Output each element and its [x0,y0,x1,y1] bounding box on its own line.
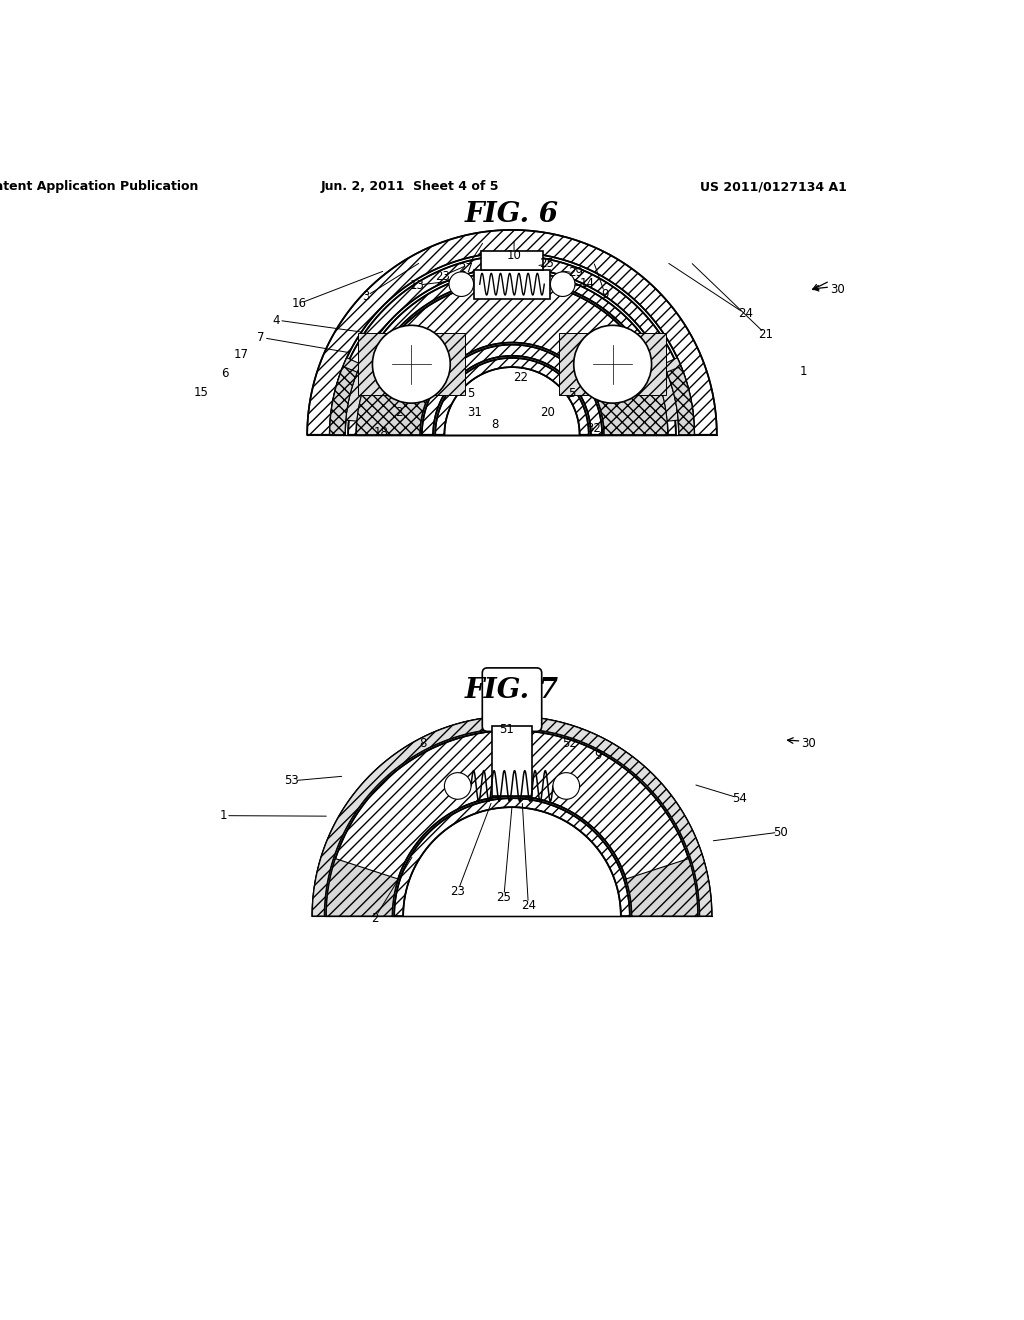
Text: 24: 24 [521,899,536,912]
Polygon shape [357,333,398,396]
Polygon shape [597,376,668,434]
Text: 2: 2 [395,405,403,418]
Text: 21: 21 [759,327,773,341]
Text: 6: 6 [221,367,229,380]
Text: 14: 14 [580,277,594,289]
Text: 54: 54 [732,792,746,805]
Text: 3: 3 [361,290,370,304]
Text: 2: 2 [371,912,379,924]
Text: 9: 9 [601,288,609,301]
Text: 10: 10 [507,249,521,261]
Bar [473,269,551,298]
Circle shape [553,772,580,800]
Text: FIG. 7: FIG. 7 [465,677,559,705]
Polygon shape [653,364,678,421]
Polygon shape [596,370,667,426]
Polygon shape [356,376,427,434]
Polygon shape [312,717,712,916]
Polygon shape [333,256,691,434]
Text: 24: 24 [738,308,753,321]
Bar [481,251,543,269]
Text: 7: 7 [257,331,265,345]
Circle shape [373,325,451,403]
Text: 8: 8 [490,418,499,430]
Polygon shape [307,230,717,434]
Text: 22: 22 [513,371,527,384]
Text: 23: 23 [435,269,450,282]
Polygon shape [312,717,512,916]
Text: 5: 5 [567,387,575,400]
Text: 25: 25 [497,891,511,904]
Polygon shape [348,271,676,434]
Text: 5: 5 [467,387,475,400]
Polygon shape [358,281,666,434]
Polygon shape [331,358,360,420]
Text: 29: 29 [568,267,583,280]
Polygon shape [435,358,589,434]
Text: 30: 30 [830,282,845,296]
FancyBboxPatch shape [482,668,542,731]
Text: 13: 13 [410,279,424,292]
Circle shape [449,272,473,297]
Text: 53: 53 [285,775,299,787]
Polygon shape [422,345,602,434]
Polygon shape [330,367,357,434]
Text: 50: 50 [773,825,787,838]
Polygon shape [346,364,371,421]
Polygon shape [327,730,697,916]
Text: 18: 18 [374,426,388,440]
Text: 4: 4 [272,314,281,326]
Text: Jun. 2, 2011  Sheet 4 of 5: Jun. 2, 2011 Sheet 4 of 5 [321,181,499,194]
Text: 31: 31 [467,405,481,418]
Text: 30: 30 [802,738,816,751]
Text: US 2011/0127134 A1: US 2011/0127134 A1 [699,181,847,194]
Text: Patent Application Publication: Patent Application Publication [0,181,199,194]
Polygon shape [512,717,712,916]
Circle shape [444,772,471,800]
Text: 17: 17 [234,348,249,362]
Text: 23: 23 [451,884,465,898]
Polygon shape [626,333,667,396]
Text: 51: 51 [500,723,514,737]
Text: 9: 9 [594,748,602,762]
Text: 15: 15 [194,387,208,399]
Text: 32: 32 [587,422,601,436]
Text: 20: 20 [541,405,555,418]
Text: 27: 27 [459,263,473,276]
Bar [492,726,532,796]
Polygon shape [667,367,694,434]
Text: 25: 25 [540,257,554,271]
Polygon shape [559,333,600,396]
Text: 16: 16 [292,297,306,310]
Polygon shape [424,333,465,396]
Text: 1: 1 [800,364,808,378]
Polygon shape [626,858,697,916]
Text: 8: 8 [419,738,427,751]
Circle shape [573,325,651,403]
Text: FIG. 6: FIG. 6 [465,201,559,228]
Polygon shape [394,799,630,916]
Circle shape [551,272,575,297]
Text: 1: 1 [219,809,227,822]
Polygon shape [327,858,398,916]
Text: 52: 52 [562,738,577,751]
Polygon shape [664,358,693,420]
Polygon shape [357,370,428,426]
